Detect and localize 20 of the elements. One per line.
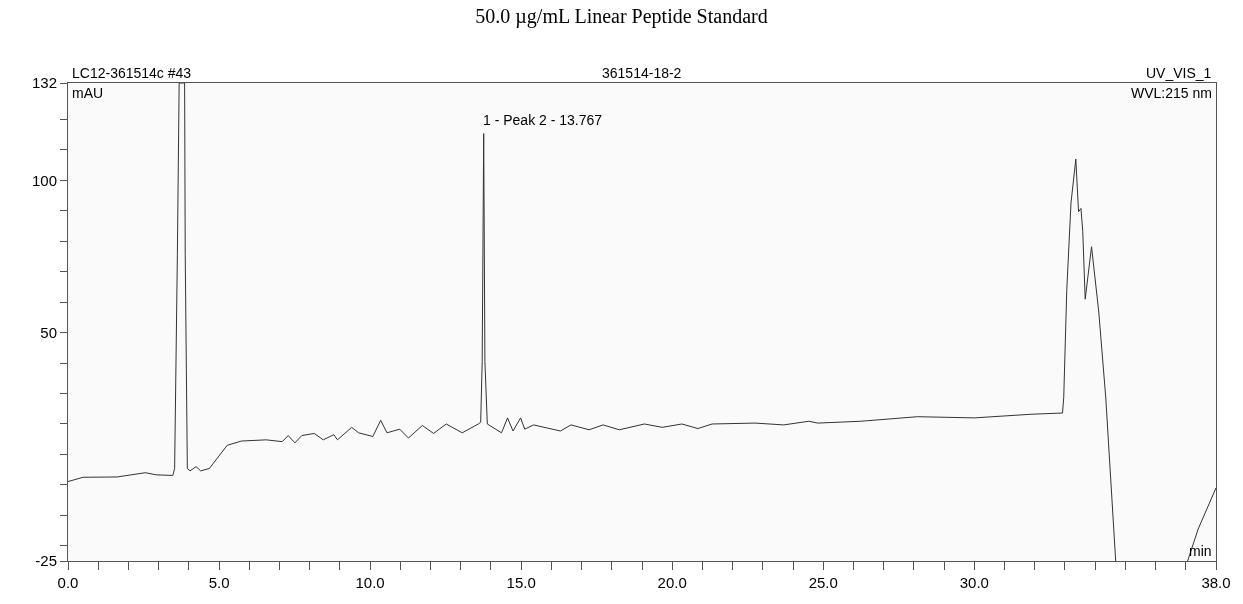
text: 361514-18-2 <box>602 65 682 81</box>
x-axis-title: min <box>1189 543 1212 559</box>
text: LC12-361514c #43 <box>72 65 192 81</box>
annotation: WVL:215 nm <box>1131 85 1212 101</box>
y-axis-title: mAU <box>72 85 104 101</box>
x-tick-label: 30.0 <box>959 574 989 591</box>
annotation: 1 - Peak 2 - 13.767 <box>483 112 603 128</box>
x-tick-label: 10.0 <box>355 574 385 591</box>
y-tick-label: 132 <box>31 74 57 92</box>
x-tick-label: 0.0 <box>57 574 79 591</box>
x-tick-label: 38.0 <box>1201 574 1231 591</box>
y-tick-label: -25 <box>35 552 57 570</box>
text: UV_VIS_1 <box>1146 65 1212 81</box>
y-tick-label: 50 <box>40 323 57 341</box>
x-tick-label: 15.0 <box>506 574 536 591</box>
x-tick-label: 5.0 <box>208 574 230 591</box>
chart-title: 50.0 µg/mL Linear Peptide Standard <box>475 5 768 29</box>
x-tick-label: 25.0 <box>808 574 838 591</box>
x-tick-label: 20.0 <box>657 574 687 591</box>
y-tick-label: 100 <box>31 171 57 189</box>
